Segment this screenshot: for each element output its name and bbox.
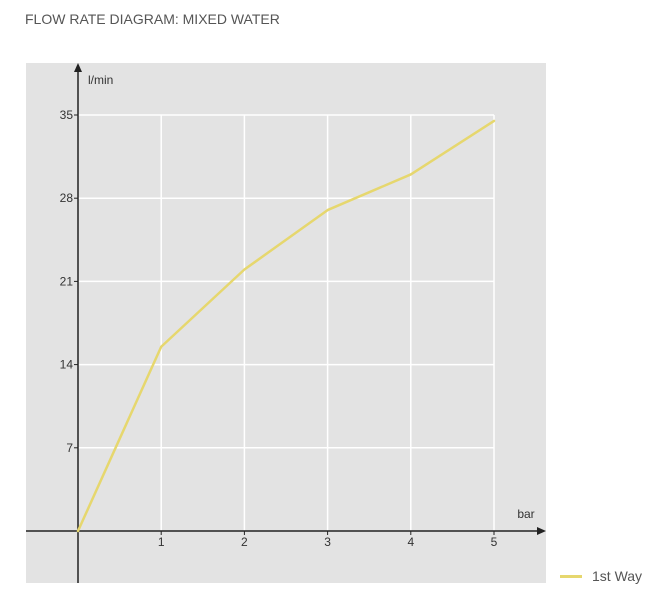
y-axis-arrow xyxy=(74,63,82,72)
y-tick-label: 35 xyxy=(60,108,74,122)
grid-lines xyxy=(78,114,495,531)
tick-labels: 1 2 3 4 5 7 14 21 28 35 l/min bar xyxy=(60,73,535,549)
legend-swatch xyxy=(560,574,582,578)
chart-title: FLOW RATE DIAGRAM: MIXED WATER xyxy=(25,11,280,27)
y-tick-label: 7 xyxy=(66,441,73,455)
axes xyxy=(26,63,546,583)
legend-label: 1st Way xyxy=(592,568,643,584)
legend: 1st Way xyxy=(560,568,642,584)
x-axis-unit-label: bar xyxy=(517,507,534,521)
series-lines xyxy=(76,119,496,533)
y-tick-label: 28 xyxy=(60,191,74,205)
x-tick-label: 3 xyxy=(324,535,331,549)
series-line-1st-way xyxy=(76,119,496,533)
plot-background xyxy=(26,63,546,583)
x-tick-label: 4 xyxy=(407,535,414,549)
y-tick-label: 21 xyxy=(60,274,74,288)
y-tick-label: 14 xyxy=(60,358,74,372)
x-tick-label: 1 xyxy=(158,535,165,549)
x-tick-label: 2 xyxy=(241,535,248,549)
y-axis-unit-label: l/min xyxy=(88,73,113,87)
x-axis-arrow xyxy=(537,527,546,535)
x-tick-label: 5 xyxy=(491,535,498,549)
